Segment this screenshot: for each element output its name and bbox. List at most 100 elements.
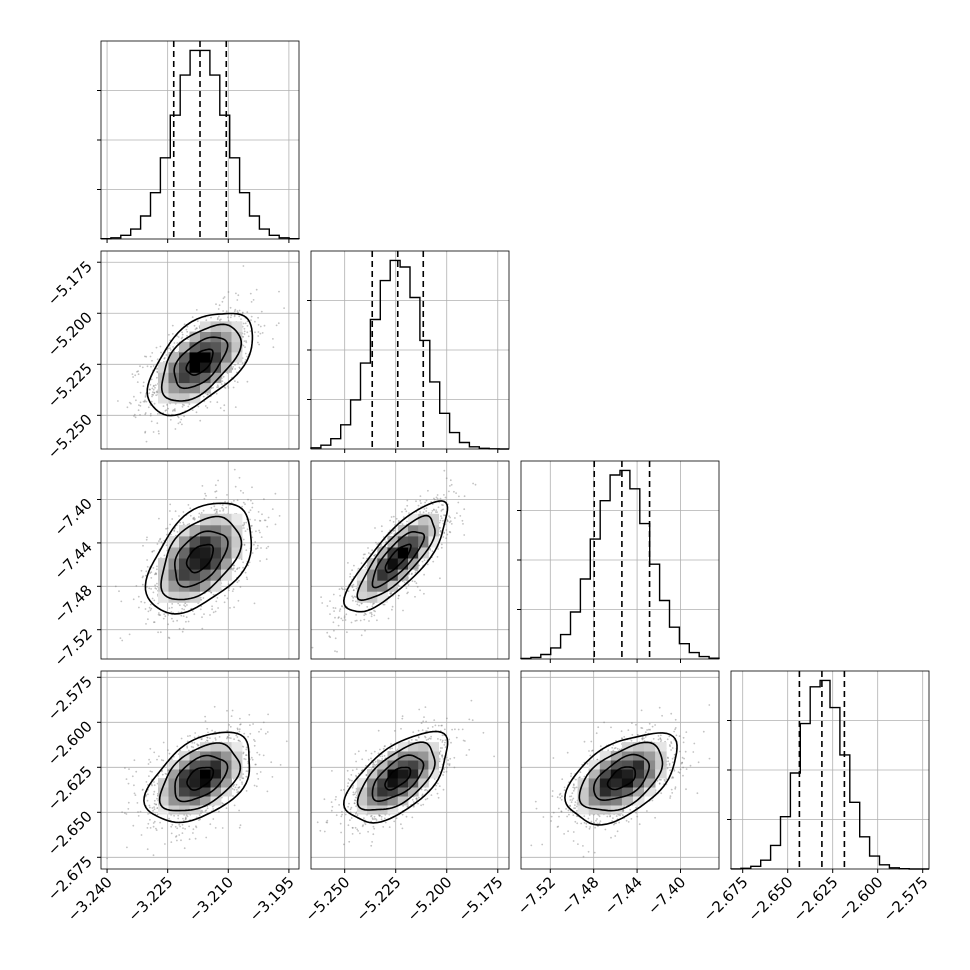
sample-point (440, 546, 443, 549)
sample-point (153, 806, 156, 808)
density-cell (397, 547, 409, 559)
sample-point (247, 564, 250, 567)
sample-point (152, 394, 155, 396)
density-cell (210, 558, 222, 570)
sample-point (199, 818, 202, 821)
sample-point (147, 813, 150, 815)
sample-point (171, 617, 173, 620)
sample-point (251, 486, 253, 489)
sample-point (259, 520, 262, 522)
sample-point (329, 636, 332, 639)
sample-point (130, 402, 132, 405)
density-cell (231, 331, 243, 343)
sample-point (345, 613, 348, 616)
sample-point (443, 532, 445, 534)
sample-point (257, 341, 259, 344)
sample-point (216, 318, 219, 321)
sample-point (424, 501, 426, 504)
density-cell (428, 536, 439, 548)
sample-point (238, 566, 241, 569)
sample-point (244, 352, 247, 355)
sample-point (143, 601, 146, 604)
sample-point (176, 415, 179, 418)
contour-1-0-1 (173, 336, 229, 390)
sample-point (181, 333, 184, 336)
sample-point (187, 620, 190, 623)
sample-point (367, 552, 370, 554)
sample-point (152, 591, 155, 594)
sample-point (398, 585, 400, 587)
sample-point (242, 538, 245, 541)
sample-point (255, 548, 257, 550)
density-cell (210, 352, 222, 363)
sample-point (254, 541, 257, 543)
sample-point (271, 508, 274, 510)
sample-point (250, 319, 252, 321)
density-cell (158, 392, 169, 404)
sample-point (332, 593, 335, 596)
sample-point (272, 338, 274, 340)
sample-point (185, 814, 188, 817)
sample-point (144, 355, 146, 358)
sample-point (360, 562, 363, 564)
sample-point (223, 382, 226, 385)
sample-point (182, 627, 185, 630)
sample-point (243, 758, 246, 760)
sample-point (153, 384, 155, 387)
sample-point (352, 599, 354, 602)
sample-point (397, 594, 400, 597)
sample-point (251, 531, 253, 533)
sample-point (215, 490, 218, 493)
sample-point (151, 393, 154, 396)
sample-point (143, 400, 146, 403)
sample-point (294, 458, 296, 460)
contour-2-0-2 (160, 515, 243, 601)
sample-point (147, 406, 150, 409)
sample-point (432, 560, 435, 563)
sample-point (456, 512, 458, 514)
sample-point (333, 629, 335, 632)
sample-point (153, 621, 155, 624)
density-cell (221, 321, 232, 332)
sample-point (227, 387, 230, 389)
sample-point (183, 415, 186, 418)
sample-point (158, 614, 161, 616)
sample-point (435, 496, 438, 499)
sample-point (139, 810, 142, 813)
sample-point (433, 498, 436, 501)
sample-point (144, 431, 147, 434)
sample-point (147, 618, 149, 621)
sample-point (148, 388, 151, 391)
sample-point (256, 547, 259, 549)
sample-point (253, 744, 256, 747)
sample-point (408, 512, 410, 514)
sample-point (380, 525, 383, 528)
sample-point (223, 296, 226, 298)
sample-point (183, 404, 185, 407)
sample-point (351, 595, 354, 598)
sample-point (234, 308, 237, 311)
sample-point (249, 518, 251, 521)
sample-point (446, 519, 449, 522)
sample-point (425, 510, 428, 512)
sample-point (326, 605, 329, 607)
sample-point (449, 479, 452, 482)
sample-point (260, 536, 263, 538)
sample-point (195, 327, 198, 329)
sample-point (374, 553, 377, 556)
ytick-label-1-0: −5.175 (44, 257, 96, 309)
sample-point (173, 530, 176, 532)
sample-point (146, 586, 148, 588)
sample-point (148, 804, 151, 807)
density-cell (231, 341, 243, 353)
sample-point (159, 538, 161, 541)
contour-2-0-0 (185, 543, 214, 574)
sample-point (204, 492, 207, 495)
sample-point (345, 588, 347, 590)
sample-point (270, 761, 273, 764)
sample-point (192, 518, 195, 520)
sample-point (133, 395, 135, 398)
sample-point (228, 737, 231, 739)
density-cell (189, 352, 201, 363)
